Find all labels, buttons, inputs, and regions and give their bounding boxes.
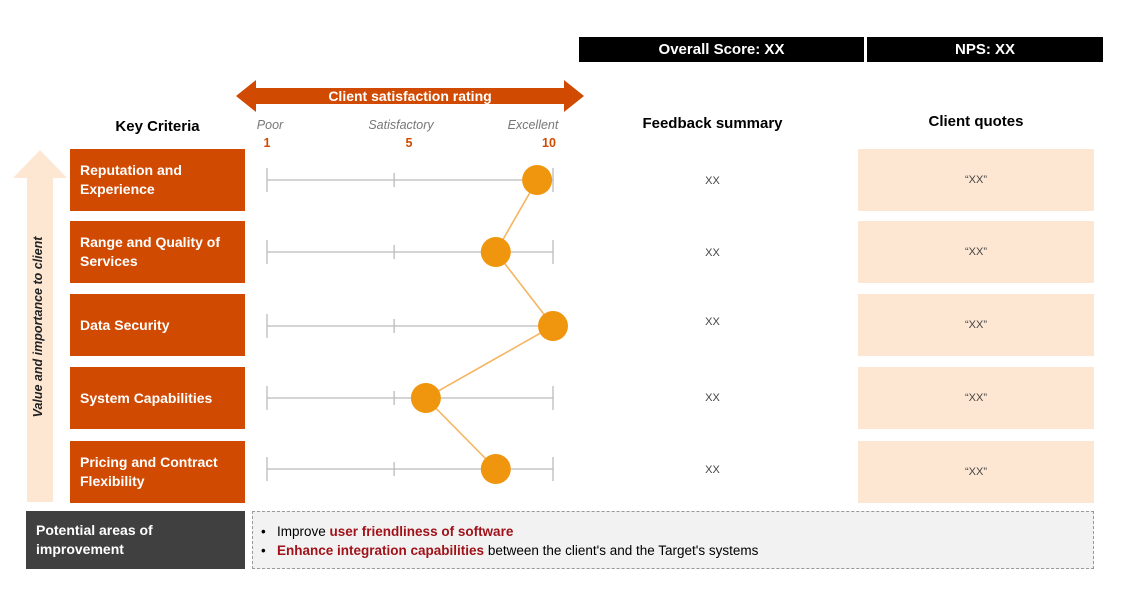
scale-label-satisfactory: Satisfactory <box>368 118 434 132</box>
rating-marker <box>410 383 441 413</box>
quote-box: “XX” <box>858 367 1094 429</box>
criteria-line: Range and Quality of <box>80 234 221 250</box>
quote-box: “XX” <box>858 441 1094 503</box>
scale-label-poor: Poor <box>256 118 284 132</box>
criteria-system-capabilities: System Capabilities <box>70 367 245 429</box>
bullet-icon: • <box>261 524 266 539</box>
nps-text: NPS: XX <box>954 41 1015 58</box>
criteria-range-quality: Range and Quality of Services <box>70 221 245 283</box>
improvement-highlight: user friendliness of software <box>329 524 514 539</box>
criteria-line: Services <box>80 253 138 269</box>
feedback-cell: XX <box>705 175 720 187</box>
criteria-line: Experience <box>80 181 155 197</box>
rating-marker <box>538 311 568 341</box>
criteria-line: System Capabilities <box>80 389 213 406</box>
improvement-label-line: improvement <box>36 541 124 557</box>
scale-number-5: 5 <box>405 136 413 150</box>
improvement-text: Improve <box>277 524 330 539</box>
criteria-line: Pricing and Contract <box>80 454 218 470</box>
quote-box: “XX” <box>858 149 1094 211</box>
overall-score-bar: Overall Score: XX <box>579 37 864 62</box>
improvement-label-line: Potential areas of <box>36 522 153 538</box>
improvement-item: • Enhance integration capabilities betwe… <box>261 541 1093 560</box>
rating-marker <box>522 165 553 195</box>
improvement-box: • Improve user friendliness of software … <box>252 511 1094 569</box>
quote-text: “XX” <box>965 319 987 331</box>
improvement-text: between the client's and the Target's sy… <box>484 543 759 558</box>
quote-text: “XX” <box>965 174 987 186</box>
importance-axis-label: Value and importance to client <box>31 236 45 418</box>
overall-score-text: Overall Score: XX <box>658 41 785 58</box>
improvement-label: Potential areas of improvement <box>26 511 245 569</box>
client-quotes-header: Client quotes <box>928 113 1024 130</box>
rating-arrow-label: Client satisfaction rating <box>328 88 492 104</box>
rating-marker <box>480 454 511 484</box>
criteria-data-security: Data Security <box>70 294 245 356</box>
feedback-cell: XX <box>705 392 720 404</box>
bullet-icon: • <box>261 543 266 558</box>
criteria-pricing: Pricing and Contract Flexibility <box>70 441 245 503</box>
feedback-cell: XX <box>705 247 720 259</box>
criteria-line: Reputation and <box>80 162 182 178</box>
rating-connector-line <box>424 179 555 470</box>
rating-arrow <box>236 80 584 112</box>
quote-text: “XX” <box>965 466 987 478</box>
improvement-highlight: Enhance integration capabilities <box>277 543 485 558</box>
feedback-cell: XX <box>705 464 720 476</box>
criteria-line: Flexibility <box>80 473 145 489</box>
key-criteria-header: Key Criteria <box>115 118 200 135</box>
quote-text: “XX” <box>965 392 987 404</box>
feedback-summary-header: Feedback summary <box>642 115 783 132</box>
improvement-item: • Improve user friendliness of software <box>261 522 1093 541</box>
importance-arrow <box>13 150 67 502</box>
criteria-reputation: Reputation and Experience <box>70 149 245 211</box>
scale-number-10: 10 <box>542 136 556 150</box>
scale-number-1: 1 <box>263 136 271 150</box>
rating-marker <box>480 237 511 267</box>
scale-label-excellent: Excellent <box>507 118 559 132</box>
nps-bar: NPS: XX <box>867 37 1103 62</box>
feedback-cell: XX <box>705 316 720 328</box>
quote-box: “XX” <box>858 221 1094 283</box>
rating-chart <box>266 165 568 484</box>
quote-box: “XX” <box>858 294 1094 356</box>
criteria-line: Data Security <box>80 316 170 333</box>
quote-text: “XX” <box>965 246 987 258</box>
